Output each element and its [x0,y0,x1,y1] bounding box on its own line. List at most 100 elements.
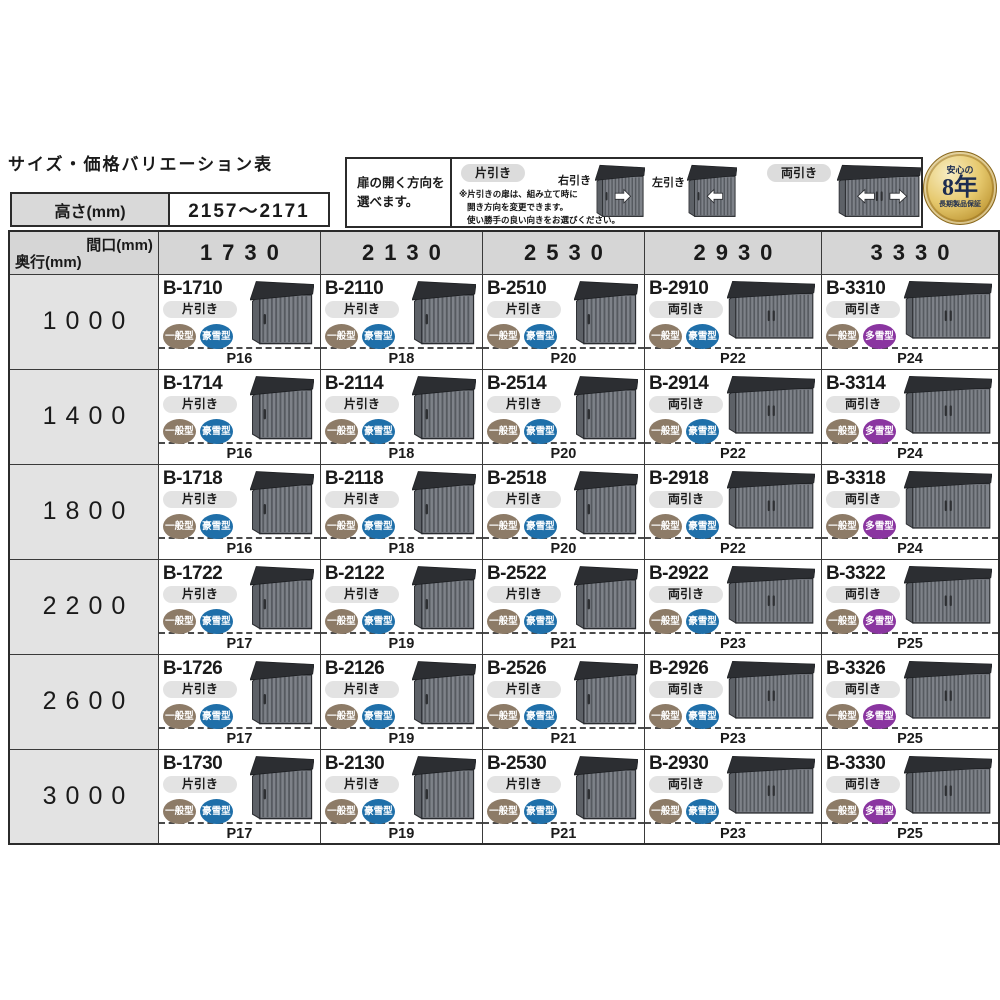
legend-note: ※片引きの扉は、組み立て時に 開き方向を変更できます。 使い勝手の良い向きをお選… [459,189,621,225]
column-header: 2130 [319,230,483,275]
shed-illustration [904,563,996,632]
door-type-pill: 片引き [324,491,399,509]
product-cell: B-2110 片引き 一般型 豪雪型 P18 [319,273,483,370]
door-type-pill: 片引き [324,396,399,414]
model-number: B-2510 [486,277,547,299]
type-badge: 一般型 [648,704,682,730]
door-type-pill: 片引き [162,776,237,794]
shed-illustration [904,753,996,822]
type-badge: 一般型 [486,609,520,635]
type-badge: 一般型 [324,324,358,350]
product-cell: B-2122 片引き 一般型 豪雪型 P19 [319,558,483,655]
double-slide-pill: 両引き [767,164,831,182]
type-badge: 一般型 [825,419,859,445]
table-row: 1000 B-1710 片引き 一般型 豪雪型 P16 B-2110 片引き 一般型 豪雪型 P18… [8,273,1000,370]
page-reference: P21 [483,821,644,843]
page-reference: P22 [645,536,821,558]
type-badges: 一般型 豪雪型 [486,324,565,350]
shed-illustration [904,468,996,537]
product-cell: B-1730 片引き 一般型 豪雪型 P17 [157,748,321,845]
type-badges: 一般型 豪雪型 [324,609,403,635]
product-cell: B-2930 両引き 一般型 豪雪型 P23 [643,748,822,845]
type-badge: 多雪型 [862,799,896,825]
page-reference: P25 [822,821,998,843]
model-number: B-3330 [825,752,886,774]
type-badge: 豪雪型 [523,419,557,445]
page-reference: P17 [159,631,320,653]
page-reference: P16 [159,346,320,368]
table-header-row: 間口(mm) 奥行(mm) 1730 2130 2530 2930 3330 [8,230,1000,275]
model-number: B-2110 [324,277,384,299]
type-badge: 一般型 [324,419,358,445]
size-price-table: 間口(mm) 奥行(mm) 1730 2130 2530 2930 3330 1… [8,230,1000,845]
type-badge: 一般型 [324,799,358,825]
door-type-pill: 片引き [324,776,399,794]
model-number: B-2118 [324,467,384,489]
width-axis-label: 間口(mm) [86,237,153,254]
type-badges: 一般型 豪雪型 [486,704,565,730]
type-badge: 豪雪型 [199,704,233,730]
type-badge: 豪雪型 [685,514,719,540]
type-badge: 一般型 [486,419,520,445]
page-reference: P23 [645,631,821,653]
type-badge: 一般型 [486,514,520,540]
door-type-pill: 片引き [486,301,561,319]
page-reference: P24 [822,536,998,558]
left-slide-label: 左引き [652,177,685,189]
product-cell: B-3318 両引き 一般型 多雪型 P24 [820,463,1000,560]
door-type-pill: 両引き [825,776,900,794]
page-reference: P25 [822,726,998,748]
type-badge: 豪雪型 [523,799,557,825]
door-type-pill: 両引き [825,586,900,604]
type-badge: 多雪型 [862,704,896,730]
type-badges: 一般型 多雪型 [825,704,904,730]
table-body: 1000 B-1710 片引き 一般型 豪雪型 P16 B-2110 片引き 一般型 豪雪型 P18… [8,273,1000,845]
type-badges: 一般型 豪雪型 [324,514,403,540]
shed-illustration [241,468,318,537]
product-cell: B-1710 片引き 一般型 豪雪型 P16 [157,273,321,370]
door-type-pill: 両引き [648,301,723,319]
single-slide-pill: 片引き [461,164,525,182]
shed-double-slide-icon [837,164,921,220]
product-cell: B-2522 片引き 一般型 豪雪型 P21 [481,558,645,655]
page-reference: P19 [321,631,482,653]
door-type-pill: 両引き [648,491,723,509]
shed-illustration [403,563,480,632]
door-type-pill: 両引き [825,681,900,699]
shed-illustration [241,563,318,632]
type-badge: 一般型 [648,419,682,445]
shed-illustration [726,468,819,537]
type-badge: 一般型 [825,609,859,635]
row-depth-header: 1800 [8,463,159,560]
model-number: B-2530 [486,752,547,774]
shed-illustration [904,278,996,347]
model-number: B-3318 [825,467,886,489]
shed-illustration [726,753,819,822]
model-number: B-2910 [648,277,709,299]
page-reference: P24 [822,441,998,463]
type-badge: 豪雪型 [523,609,557,635]
door-type-pill: 片引き [486,586,561,604]
model-number: B-2518 [486,467,547,489]
type-badge: 豪雪型 [523,514,557,540]
type-badges: 一般型 豪雪型 [324,799,403,825]
page-title: サイズ・価格バリエーション表 [8,155,274,174]
type-badges: 一般型 豪雪型 [648,514,727,540]
product-cell: B-3322 両引き 一般型 多雪型 P25 [820,558,1000,655]
type-badge: 一般型 [825,799,859,825]
type-badge: 多雪型 [862,609,896,635]
page-reference: P18 [321,536,482,558]
model-number: B-1718 [162,467,223,489]
shed-right-slide-icon [595,164,645,220]
type-badge: 一般型 [162,419,196,445]
table-row: 1800 B-1718 片引き 一般型 豪雪型 P16 B-2118 片引き 一般型 豪雪型 P18… [8,463,1000,560]
door-type-pill: 片引き [486,396,561,414]
right-slide-label: 右引き [558,175,591,187]
model-number: B-1714 [162,372,223,394]
shed-left-slide-icon [687,164,737,220]
height-value: 2157〜2171 [168,192,330,227]
shed-illustration [241,278,318,347]
product-cell: B-1714 片引き 一般型 豪雪型 P16 [157,368,321,465]
legend-intro-text: 扉の開く方向を 選べます。 [347,159,452,226]
type-badges: 一般型 豪雪型 [486,419,565,445]
